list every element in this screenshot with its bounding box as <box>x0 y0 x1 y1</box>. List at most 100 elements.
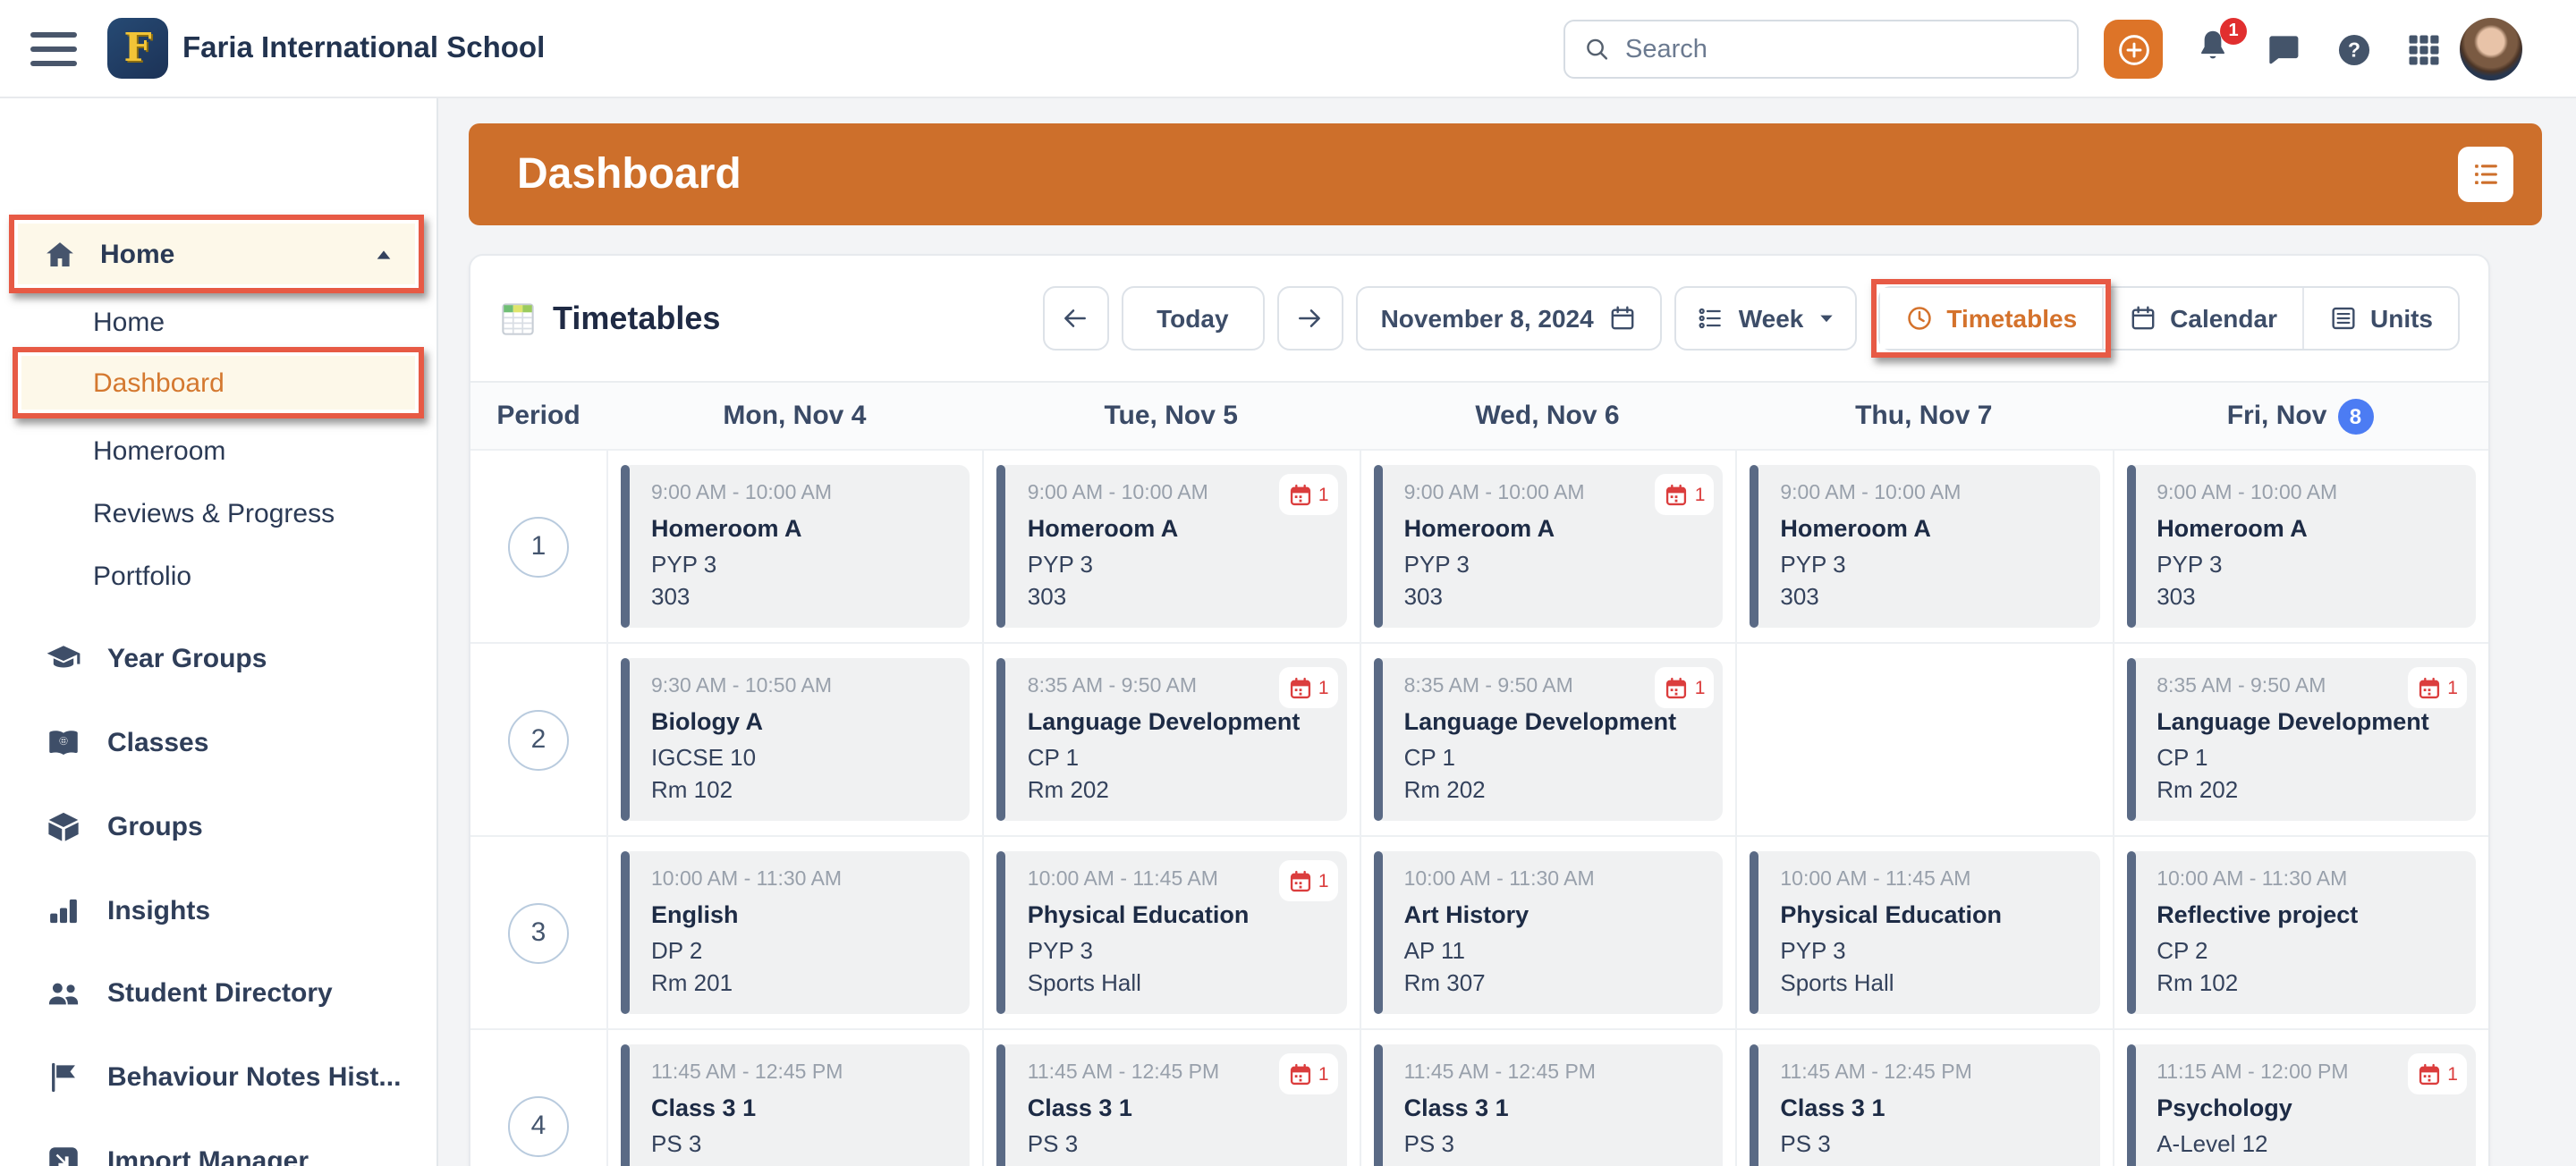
lesson-card[interactable]: 8:35 AM - 9:50 AM Language Development CP … <box>996 658 1347 821</box>
house-icon <box>47 241 73 266</box>
lesson-card[interactable]: 10:00 AM - 11:30 AM English DP 2 Rm 201 <box>621 851 970 1014</box>
sidebar-item-student-directory[interactable]: Student Directory <box>0 962 438 1023</box>
lesson-title: Class 3 1 <box>1027 1094 1132 1121</box>
event-count: 1 <box>1318 870 1329 891</box>
sidebar-item-dashboard[interactable]: Dashboard <box>21 356 415 410</box>
lesson-time: 10:00 AM - 11:45 AM <box>1027 869 1218 891</box>
lesson-room: Room 111 <box>651 1162 953 1166</box>
arrow-left-icon <box>1064 309 1087 327</box>
lesson-card[interactable]: 11:45 AM - 12:45 PM Class 3 1 PS 3 Room 111 <box>621 1044 970 1166</box>
timetable-cell: 11:45 AM - 12:45 PM Class 3 1 PS 3 Room 111 <box>1735 1030 2113 1166</box>
lesson-card[interactable]: 8:35 AM - 9:50 AM Language Development CP … <box>1373 658 1724 821</box>
school-logo[interactable]: F <box>107 18 168 79</box>
next-week-button[interactable] <box>1276 286 1343 351</box>
event-count-badge: 1 <box>1278 860 1338 901</box>
view-select[interactable]: Week <box>1674 286 1858 351</box>
today-button[interactable]: Today <box>1121 286 1265 351</box>
lesson-level: PYP 3 <box>1027 937 1094 964</box>
lesson-time: 9:00 AM - 10:00 AM <box>2157 483 2338 504</box>
day-label: Wed, Nov 6 <box>1475 401 1620 431</box>
red-calendar-icon <box>1290 483 1310 505</box>
period-number: 2 <box>508 709 569 770</box>
timetable-cell: 8:35 AM - 9:50 AM Language Development CP … <box>1359 644 1736 837</box>
apps-grid-icon[interactable] <box>2404 30 2444 70</box>
lesson-title: Homeroom A <box>1403 515 1555 542</box>
lesson-room: Sports Hall <box>1027 969 1141 996</box>
timetable-cell: 8:35 AM - 9:50 AM Language Development CP … <box>982 644 1360 837</box>
lesson-card[interactable]: 9:30 AM - 10:50 AM Biology A IGCSE 10 Rm 10… <box>621 658 970 821</box>
cube-icon <box>45 807 82 845</box>
lesson-time: 10:00 AM - 11:30 AM <box>1403 869 1595 891</box>
search-input-wrap <box>1563 20 2079 79</box>
search-input[interactable] <box>1625 35 2059 63</box>
event-count: 1 <box>1318 677 1329 698</box>
sidebar-item-year-groups[interactable]: Year Groups <box>0 628 438 689</box>
red-calendar-icon <box>2419 676 2440 698</box>
arrow-right-icon <box>1299 309 1321 327</box>
lesson-time: 9:00 AM - 10:00 AM <box>1780 483 1962 504</box>
sidebar-item-behaviour-notes[interactable]: Behaviour Notes Hist... <box>0 1046 438 1107</box>
event-count-badge: 1 <box>2408 667 2467 708</box>
sidebar-item-portfolio[interactable]: Portfolio <box>93 561 192 591</box>
lesson-time: 8:35 AM - 9:50 AM <box>1027 676 1197 697</box>
lesson-card[interactable]: 11:15 AM - 12:00 PM Psychology A-Level 12 R… <box>2126 1044 2476 1166</box>
day-header: Wed, Nov 6 <box>1359 383 1736 451</box>
red-calendar-icon <box>1290 869 1310 891</box>
lesson-title: English <box>651 901 739 928</box>
event-count: 1 <box>2447 677 2458 698</box>
event-count-badge: 1 <box>1278 667 1338 708</box>
spreadsheet-icon <box>502 302 534 334</box>
lesson-title: Class 3 1 <box>651 1094 757 1121</box>
lesson-room: Room 111 <box>1780 1162 2081 1166</box>
avatar[interactable] <box>2460 18 2522 80</box>
lesson-title: Biology A <box>651 708 763 735</box>
lesson-title: Reflective project <box>2157 901 2359 928</box>
sidebar-item-classes[interactable]: Classes <box>0 712 438 773</box>
sidebar-item-homeroom[interactable]: Homeroom <box>93 435 226 466</box>
lesson-level: IGCSE 10 <box>651 744 757 771</box>
lesson-card[interactable]: 9:00 AM - 10:00 AM Homeroom A PYP 3 303 1 <box>996 465 1347 628</box>
lesson-card[interactable]: 10:00 AM - 11:45 AM Physical Education PYP… <box>996 851 1347 1014</box>
lesson-card[interactable]: 11:45 AM - 12:45 PM Class 3 1 PS 3 Room 111 <box>1373 1044 1724 1166</box>
book-icon <box>45 723 82 761</box>
notifications-button[interactable]: 1 <box>2193 18 2247 73</box>
sidebar-item-reviews-progress[interactable]: Reviews & Progress <box>93 498 335 528</box>
lesson-card[interactable]: 11:45 AM - 12:45 PM Class 3 1 PS 3 Room 111… <box>996 1044 1347 1166</box>
timetable-cell: 9:00 AM - 10:00 AM Homeroom A PYP 3 303 <box>606 451 983 644</box>
lesson-card[interactable]: 10:00 AM - 11:45 AM Physical Education PYP… <box>1750 851 2100 1014</box>
prev-week-button[interactable] <box>1042 286 1109 351</box>
tab-timetables[interactable]: Timetables <box>1871 279 2112 358</box>
timetables-panel: Timetables Today November 8, 2024 <box>469 254 2490 1166</box>
lesson-level: AP 11 <box>1403 937 1466 964</box>
quick-add-button[interactable] <box>2104 20 2163 79</box>
tab-calendar[interactable]: Calendar <box>2102 288 2302 349</box>
hamburger-menu-icon[interactable] <box>30 32 77 66</box>
period-cell: 1 <box>470 451 606 644</box>
sidebar-item-home[interactable]: Home <box>93 307 165 337</box>
period-cell: 4 <box>470 1030 606 1166</box>
lesson-title: Art History <box>1403 901 1530 928</box>
lesson-card[interactable]: 9:00 AM - 10:00 AM Homeroom A PYP 3 303 1 <box>1373 465 1724 628</box>
event-count-badge: 1 <box>1655 474 1715 515</box>
today-date-badge: 8 <box>2337 398 2374 434</box>
lesson-card[interactable]: 11:45 AM - 12:45 PM Class 3 1 PS 3 Room 111 <box>1750 1044 2100 1166</box>
sidebar-item-groups[interactable]: Groups <box>0 796 438 857</box>
sidebar-item-insights[interactable]: Insights <box>0 880 438 941</box>
lesson-time: 8:35 AM - 9:50 AM <box>2157 676 2326 697</box>
lesson-card[interactable]: 10:00 AM - 11:30 AM Reflective project CP … <box>2126 851 2476 1014</box>
day-header: Tue, Nov 5 <box>982 383 1360 451</box>
help-icon[interactable]: ? <box>2334 30 2374 70</box>
tab-units[interactable]: Units <box>2302 288 2458 349</box>
sidebar-item-import-manager[interactable]: Import Manager <box>0 1130 438 1166</box>
messages-icon[interactable] <box>2263 30 2302 70</box>
lesson-card[interactable]: 9:00 AM - 10:00 AM Homeroom A PYP 3 303 <box>2126 465 2476 628</box>
page-options-button[interactable] <box>2458 147 2513 202</box>
units-list-icon <box>2332 307 2355 330</box>
lesson-card[interactable]: 10:00 AM - 11:30 AM Art History AP 11 Rm 30… <box>1373 851 1724 1014</box>
lesson-card[interactable]: 9:00 AM - 10:00 AM Homeroom A PYP 3 303 <box>1750 465 2100 628</box>
event-count-badge: 1 <box>1278 1053 1338 1094</box>
date-picker-button[interactable]: November 8, 2024 <box>1355 286 1662 351</box>
lesson-card[interactable]: 8:35 AM - 9:50 AM Language Development CP … <box>2126 658 2476 821</box>
lesson-card[interactable]: 9:00 AM - 10:00 AM Homeroom A PYP 3 303 <box>621 465 970 628</box>
sidebar-item-home-parent[interactable]: Home <box>18 224 415 284</box>
